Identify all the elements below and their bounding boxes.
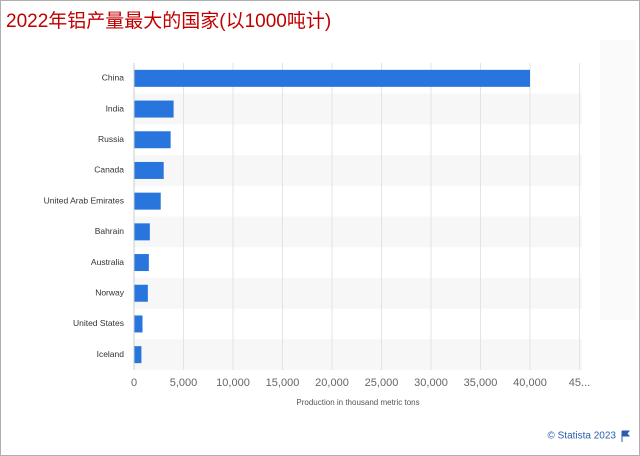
bar	[134, 223, 150, 241]
chart-title: 2022年铝产量最大的国家(以1000吨计)	[6, 10, 331, 32]
row-band	[134, 93, 582, 125]
side-panel	[600, 40, 636, 320]
x-tick-label: 15,000	[266, 377, 300, 389]
row-band	[134, 277, 582, 309]
row-band	[134, 216, 582, 248]
y-tick-label: Bahrain	[95, 226, 125, 236]
bar	[134, 161, 164, 179]
y-tick-label: United States	[73, 318, 124, 328]
bar	[134, 100, 174, 118]
x-tick-label: 0	[131, 377, 137, 389]
flag-icon	[621, 430, 631, 442]
x-tick-label: 5,000	[170, 377, 198, 389]
bar	[134, 69, 530, 87]
y-tick-label: Iceland	[97, 349, 125, 359]
y-tick-label: Norway	[95, 288, 125, 298]
bar	[134, 192, 161, 210]
y-tick-label: Canada	[94, 165, 124, 175]
x-tick-label: 20,000	[315, 377, 349, 389]
y-tick-label: Russia	[98, 134, 124, 144]
y-tick-label: India	[106, 103, 125, 113]
bar	[134, 346, 142, 364]
x-tick-label: 35,000	[464, 377, 498, 389]
y-tick-label: Australia	[91, 257, 124, 267]
credit[interactable]: © Statista 2023	[547, 431, 616, 442]
y-tick-label: China	[102, 73, 124, 83]
row-band	[134, 339, 582, 370]
x-tick-label: 40,000	[513, 377, 547, 389]
bar	[134, 315, 143, 333]
x-tick-label: 10,000	[216, 377, 250, 389]
bar	[134, 131, 171, 149]
x-tick-label: 25,000	[365, 377, 399, 389]
bar	[134, 284, 148, 302]
x-tick-label: 30,000	[414, 377, 448, 389]
x-axis-label: Production in thousand metric tons	[296, 398, 419, 407]
x-tick-label: 45...	[569, 377, 590, 389]
row-band	[134, 155, 582, 186]
bar	[134, 254, 149, 272]
y-tick-label: United Arab Emirates	[44, 195, 124, 205]
